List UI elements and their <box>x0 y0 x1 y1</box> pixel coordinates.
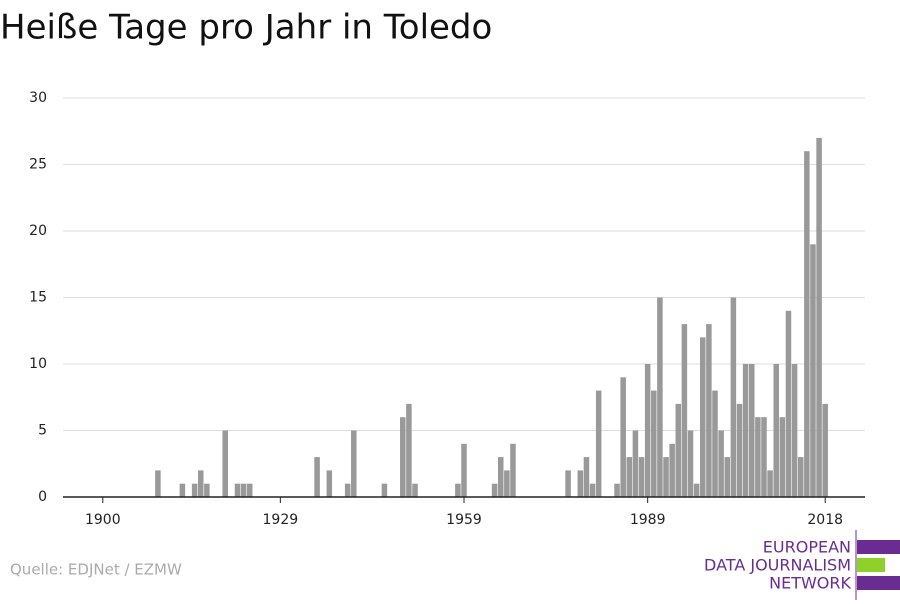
bar <box>791 364 798 497</box>
bar <box>651 390 657 497</box>
logo-bar <box>857 576 900 590</box>
source: Quelle: EDJNet / EZMW <box>10 561 182 579</box>
x-tick-label: 1900 <box>85 512 121 528</box>
bar <box>240 483 247 497</box>
bar <box>687 430 694 497</box>
bar <box>712 390 718 497</box>
bar <box>614 483 620 497</box>
bar <box>773 364 779 497</box>
y-tick-label: 25 <box>29 157 47 173</box>
bar <box>730 297 737 497</box>
bar <box>632 430 639 497</box>
bar <box>234 483 241 497</box>
bar <box>222 430 228 497</box>
bar <box>595 390 602 497</box>
bar <box>718 430 724 497</box>
bar <box>810 244 816 497</box>
bar <box>497 457 504 497</box>
bar <box>706 324 712 497</box>
logo-bar <box>857 558 885 572</box>
bar <box>204 483 210 497</box>
bar <box>724 457 731 497</box>
logo-text: NETWORK <box>769 574 851 593</box>
bar <box>644 364 651 497</box>
bar <box>400 417 406 497</box>
logo-text: DATA JOURNALISM <box>704 556 851 575</box>
bar <box>314 457 320 497</box>
x-tick-label: 1929 <box>263 512 299 528</box>
bar <box>681 324 688 497</box>
bar <box>785 310 792 497</box>
bar <box>191 483 198 497</box>
y-tick-label: 20 <box>29 223 47 239</box>
bar <box>700 337 706 497</box>
bar <box>179 483 186 497</box>
bar <box>663 457 669 497</box>
x-tick-label: 2018 <box>807 512 843 528</box>
bar <box>797 457 804 497</box>
bar <box>381 483 388 497</box>
bar <box>626 457 633 497</box>
bar <box>504 470 510 497</box>
logo-text: EUROPEAN <box>763 538 851 557</box>
bar <box>779 417 786 497</box>
bar <box>669 443 675 497</box>
bar <box>412 483 418 497</box>
bar <box>246 483 253 497</box>
bar <box>197 470 204 497</box>
bar <box>816 137 822 497</box>
bar <box>326 470 333 497</box>
bar <box>742 364 749 497</box>
bar <box>583 457 590 497</box>
bar <box>804 151 810 497</box>
bar <box>767 470 773 497</box>
y-tick-label: 0 <box>38 489 47 505</box>
bar <box>491 483 498 497</box>
logo-bar <box>857 540 900 554</box>
bar <box>657 297 663 497</box>
bar <box>620 377 626 497</box>
x-tick-label: 1959 <box>446 512 482 528</box>
bar <box>761 417 767 497</box>
bar <box>344 483 351 497</box>
bar <box>589 483 596 497</box>
chart-title: Heiße Tage pro Jahr in Toledo <box>0 8 492 48</box>
bar <box>406 403 412 497</box>
logo: EUROPEAN DATA JOURNALISM NETWORK <box>704 530 900 600</box>
bar <box>461 443 467 497</box>
bar <box>510 443 516 497</box>
bar <box>748 364 755 497</box>
x-tick-label: 1989 <box>630 512 666 528</box>
bar <box>736 403 743 497</box>
bar <box>693 483 700 497</box>
bar <box>755 417 761 497</box>
bar <box>455 483 461 497</box>
y-tick-label: 15 <box>29 290 47 306</box>
bar <box>638 457 645 497</box>
bar <box>155 470 161 497</box>
bar <box>577 470 584 497</box>
bar <box>822 403 828 497</box>
y-tick-label: 30 <box>29 90 47 106</box>
bar <box>675 403 682 497</box>
y-tick-label: 5 <box>38 423 47 439</box>
bar <box>565 470 571 497</box>
bar <box>351 430 357 497</box>
y-tick-label: 10 <box>29 356 47 372</box>
